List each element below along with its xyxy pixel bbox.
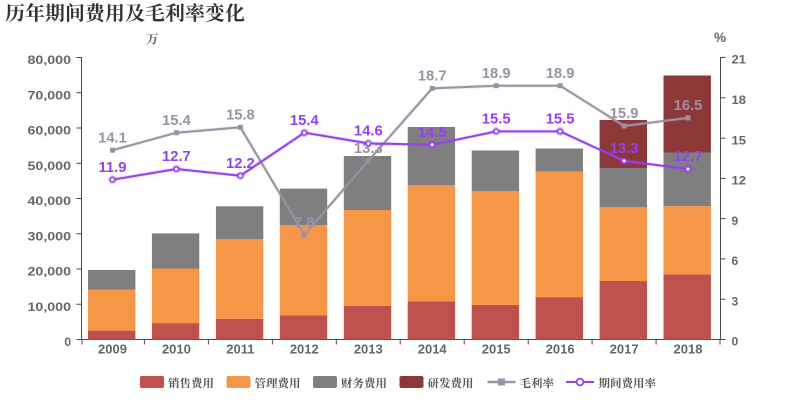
svg-text:30,000: 30,000: [28, 229, 72, 243]
svg-text:9: 9: [732, 214, 739, 228]
svg-text:18: 18: [732, 93, 747, 107]
svg-text:2014: 2014: [418, 342, 448, 357]
svg-text:21: 21: [732, 53, 747, 67]
svg-text:13.3: 13.3: [610, 141, 639, 157]
svg-text:80,000: 80,000: [28, 53, 72, 67]
svg-text:2011: 2011: [226, 342, 254, 357]
svg-text:18.9: 18.9: [546, 66, 575, 82]
svg-text:10,000: 10,000: [28, 300, 72, 314]
svg-text:2012: 2012: [290, 342, 319, 357]
svg-text:15.4: 15.4: [162, 113, 192, 129]
svg-text:15.5: 15.5: [482, 112, 511, 128]
svg-text:12.2: 12.2: [226, 156, 255, 172]
svg-text:%: %: [714, 30, 726, 45]
svg-text:2018: 2018: [674, 342, 703, 357]
svg-text:3: 3: [732, 294, 739, 308]
svg-text:20,000: 20,000: [28, 265, 72, 279]
svg-text:15.8: 15.8: [226, 108, 255, 124]
svg-text:15.4: 15.4: [290, 113, 320, 129]
svg-text:14.5: 14.5: [418, 125, 447, 141]
svg-text:2017: 2017: [610, 342, 639, 357]
svg-text:2013: 2013: [354, 342, 383, 357]
svg-text:2009: 2009: [98, 342, 127, 357]
svg-text:14.6: 14.6: [354, 124, 383, 140]
svg-text:18.9: 18.9: [482, 66, 511, 82]
svg-text:15.5: 15.5: [546, 112, 575, 128]
svg-text:40,000: 40,000: [28, 194, 72, 208]
svg-text:2015: 2015: [482, 342, 511, 357]
svg-text:6: 6: [732, 254, 739, 268]
svg-text:12: 12: [732, 174, 747, 188]
svg-text:2010: 2010: [162, 342, 191, 357]
svg-text:16.5: 16.5: [674, 98, 703, 114]
svg-text:0: 0: [732, 335, 739, 349]
svg-text:2016: 2016: [546, 342, 575, 357]
svg-text:0: 0: [64, 335, 71, 349]
svg-text:70,000: 70,000: [28, 88, 72, 102]
svg-text:12.7: 12.7: [162, 149, 191, 165]
svg-text:11.9: 11.9: [99, 160, 127, 176]
svg-text:14.1: 14.1: [98, 130, 127, 146]
svg-text:18.7: 18.7: [418, 69, 447, 85]
svg-text:50,000: 50,000: [28, 159, 72, 173]
svg-text:15.9: 15.9: [610, 106, 639, 122]
svg-text:15: 15: [732, 133, 747, 147]
svg-text:60,000: 60,000: [28, 124, 72, 138]
svg-text:12.7: 12.7: [674, 149, 703, 165]
